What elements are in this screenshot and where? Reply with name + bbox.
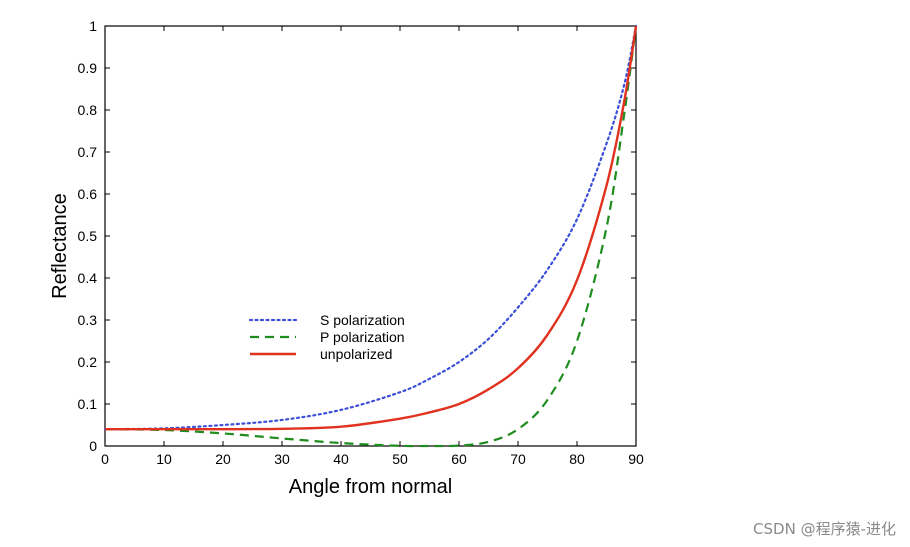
y-tick-label: 0.9 — [78, 60, 98, 76]
series-line-s-polarization — [103, 24, 638, 431]
y-tick-label: 0.4 — [78, 270, 98, 286]
x-tick-label: 70 — [510, 451, 526, 467]
x-tick-label: 30 — [274, 451, 290, 467]
legend-label: unpolarized — [320, 346, 392, 362]
y-tick-label: 1 — [89, 18, 97, 34]
series-line-unpolarized — [105, 25, 638, 431]
y-tick-label: 0 — [89, 438, 97, 454]
y-tick-label: 0.7 — [78, 144, 98, 160]
legend-label: S polarization — [320, 312, 405, 328]
x-tick-label: 0 — [101, 451, 109, 467]
x-tick-label: 10 — [156, 451, 172, 467]
watermark: CSDN @程序猿-进化 — [753, 520, 896, 538]
y-tick-label: 0.2 — [78, 354, 98, 370]
x-axis-label: Angle from normal — [289, 476, 452, 498]
x-tick-label: 80 — [569, 451, 585, 467]
legend-label: P polarization — [320, 329, 405, 345]
x-tick-label: 20 — [215, 451, 231, 467]
x-tick-label: 90 — [628, 451, 644, 467]
x-tick-label: 50 — [392, 451, 408, 467]
x-tick-label: 60 — [451, 451, 467, 467]
y-tick-label: 0.1 — [78, 396, 98, 412]
plot-frame — [104, 25, 637, 447]
y-tick-label: 0.8 — [78, 102, 98, 118]
y-tick-label: 0.6 — [78, 186, 98, 202]
x-tick-label: 40 — [333, 451, 349, 467]
y-axis-label: Reflectance — [49, 193, 71, 299]
series-line-p-polarization — [104, 25, 638, 448]
y-tick-label: 0.3 — [78, 312, 98, 328]
y-tick-label: 0.5 — [78, 228, 98, 244]
